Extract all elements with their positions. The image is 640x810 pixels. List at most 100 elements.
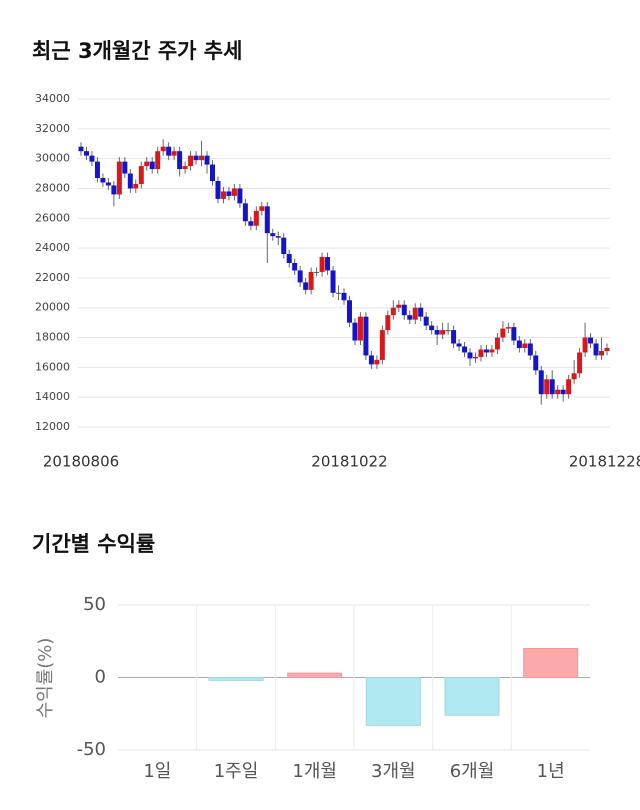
candle-body bbox=[297, 270, 303, 283]
x-tick-label: 20181228 bbox=[569, 453, 640, 471]
y-tick-label: 34000 bbox=[35, 92, 70, 105]
candle-body bbox=[111, 185, 117, 195]
candle-body bbox=[220, 191, 226, 199]
candle-body bbox=[363, 316, 369, 356]
candle-body bbox=[473, 356, 478, 359]
candle-body bbox=[500, 328, 506, 338]
candle-body bbox=[489, 349, 495, 353]
candle-body bbox=[226, 191, 232, 196]
candle-body bbox=[456, 343, 462, 347]
y-tick-label: 32000 bbox=[35, 122, 70, 135]
y-tick-label: 12000 bbox=[35, 420, 70, 433]
chart-title: 기간별 수익률 bbox=[32, 532, 155, 556]
candle-body bbox=[204, 155, 210, 165]
candle-body bbox=[357, 316, 363, 341]
candle-body bbox=[242, 203, 248, 222]
candle-body bbox=[560, 389, 566, 395]
candle-body bbox=[538, 370, 544, 395]
candle-body bbox=[385, 315, 391, 331]
candle-body bbox=[149, 161, 155, 170]
candle-body bbox=[429, 325, 435, 331]
y-tick-label: -50 bbox=[77, 739, 106, 760]
candle-body bbox=[467, 352, 473, 359]
y-tick-label: 30000 bbox=[35, 152, 70, 165]
x-tick-label: 20180806 bbox=[43, 453, 119, 471]
bar bbox=[365, 677, 421, 726]
x-tick-label: 20181022 bbox=[311, 453, 387, 471]
candle-body bbox=[418, 307, 424, 317]
candle-body bbox=[155, 151, 161, 170]
candle-body bbox=[94, 161, 100, 179]
candle-body bbox=[308, 271, 314, 290]
candle-body bbox=[292, 263, 298, 271]
candle-body bbox=[533, 355, 539, 371]
candle-body bbox=[434, 330, 440, 335]
x-tick-label: 1주일 bbox=[214, 761, 259, 782]
candle-body bbox=[544, 379, 550, 395]
y-tick-label: 26000 bbox=[35, 211, 70, 224]
candle-body bbox=[281, 237, 287, 255]
x-tick-label: 6개월 bbox=[450, 761, 495, 782]
y-tick-label: 0 bbox=[95, 667, 106, 688]
candle-body bbox=[105, 182, 111, 186]
candle-body bbox=[582, 337, 588, 353]
candle-body bbox=[522, 343, 528, 348]
candle-body bbox=[182, 166, 188, 170]
chart-title: 최근 3개월간 주가 추세 bbox=[32, 39, 242, 63]
candle-body bbox=[604, 347, 610, 351]
candle-body bbox=[352, 322, 358, 341]
candle-body bbox=[122, 161, 128, 174]
candle-body bbox=[127, 173, 133, 189]
candle-body bbox=[100, 178, 106, 183]
candle-body bbox=[566, 379, 572, 395]
y-tick-label: 50 bbox=[83, 594, 106, 615]
candle-body bbox=[346, 300, 352, 323]
bar bbox=[287, 672, 343, 679]
candle-body bbox=[193, 155, 199, 161]
candle-body bbox=[171, 151, 177, 156]
candle-body bbox=[275, 236, 281, 238]
candle-body bbox=[396, 304, 402, 308]
x-tick-label: 1일 bbox=[143, 761, 171, 782]
candle-body bbox=[445, 330, 451, 332]
candle-body bbox=[593, 343, 599, 356]
candle-body bbox=[336, 292, 342, 294]
candle-body bbox=[511, 327, 517, 341]
candle-body bbox=[494, 337, 500, 350]
bar bbox=[208, 677, 264, 681]
x-tick-label: 3개월 bbox=[371, 761, 416, 782]
candle-body bbox=[379, 330, 385, 360]
candle-body bbox=[78, 146, 84, 152]
candle-body bbox=[253, 210, 259, 226]
x-tick-label: 1개월 bbox=[292, 761, 337, 782]
y-tick-label: 16000 bbox=[35, 360, 70, 373]
candle-body bbox=[451, 330, 457, 344]
y-tick-label: 28000 bbox=[35, 181, 70, 194]
y-tick-label: 14000 bbox=[35, 390, 70, 403]
candle-body bbox=[516, 340, 522, 348]
candle-body bbox=[555, 389, 561, 395]
candle-body bbox=[83, 151, 89, 156]
candle-body bbox=[505, 327, 511, 329]
candle-body bbox=[199, 155, 205, 161]
candle-body bbox=[412, 307, 418, 320]
candle-body bbox=[407, 315, 413, 320]
candle-body bbox=[286, 254, 292, 263]
candle-body bbox=[390, 307, 396, 316]
candle-body bbox=[588, 337, 594, 344]
candle-body bbox=[423, 316, 429, 326]
candle-body bbox=[599, 350, 605, 356]
candle-body bbox=[133, 183, 139, 189]
candle-body bbox=[325, 257, 331, 271]
y-tick-label: 18000 bbox=[35, 331, 70, 344]
candle-body bbox=[237, 188, 243, 204]
candle-body bbox=[319, 257, 325, 272]
candle-body bbox=[527, 343, 533, 356]
candle-body bbox=[549, 379, 555, 395]
candle-body bbox=[188, 155, 194, 167]
candle-body bbox=[401, 304, 407, 316]
bar bbox=[523, 648, 579, 678]
candle-body bbox=[89, 155, 95, 162]
y-tick-label: 20000 bbox=[35, 301, 70, 314]
